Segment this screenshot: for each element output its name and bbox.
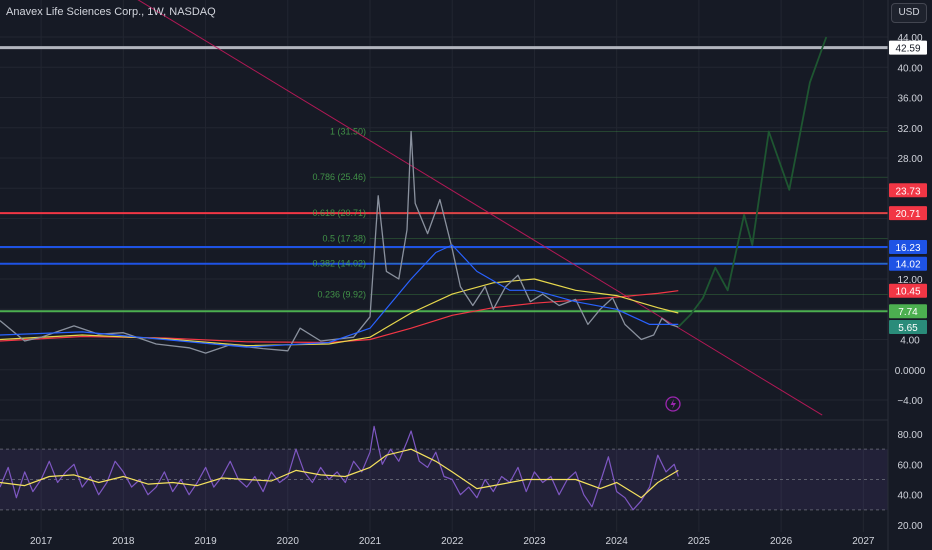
time-tick-label: 2021 [359, 536, 382, 547]
horizontal-levels [0, 46, 888, 313]
fib-levels: 1 (31.50) 0.786 (25.46) 0.618 (20.71) 0.5 (… [312, 127, 888, 300]
price-tick-label: 4.00 [900, 336, 920, 347]
price-tick-label: −4.00 [897, 396, 923, 407]
rsi-signal-line [0, 448, 679, 499]
price-tick-label: 32.00 [897, 124, 922, 135]
rsi-tick-label: 20.00 [897, 521, 922, 532]
time-tick-label: 2023 [523, 536, 546, 547]
level-price-tag-bg [889, 304, 927, 319]
level-price-tag: 42.59 [895, 44, 920, 55]
rsi-tick-label: 80.00 [897, 430, 922, 441]
fib-label: 0.618 (20.71) [312, 208, 366, 218]
price-tags: 42.59 20.71 16.23 14.02 7.74 23.73 10.45 5.65 [889, 40, 927, 335]
price-lines [0, 0, 828, 416]
price-tag: 23.73 [895, 186, 920, 197]
time-tick-label: 2027 [852, 536, 875, 547]
time-tick-label: 2019 [194, 536, 217, 547]
ema-yellow-line [0, 278, 679, 347]
price-tag: 5.65 [898, 323, 918, 334]
fib-label: 0.236 (9.92) [317, 290, 366, 300]
time-tick-label: 2026 [770, 536, 793, 547]
level-price-tag: 20.71 [895, 209, 920, 220]
rsi-tick-label: 60.00 [897, 460, 922, 471]
time-tick-label: 2018 [112, 536, 135, 547]
price-tag-bg [889, 283, 927, 298]
ema-blue-line [0, 244, 679, 348]
alert-icon[interactable] [665, 396, 681, 412]
ema-red-line [0, 290, 679, 344]
time-tick-label: 2020 [277, 536, 300, 547]
projection-line [677, 36, 828, 328]
level-price-tag-bg [889, 206, 927, 221]
time-tick-label: 2025 [688, 536, 711, 547]
price-tag-bg [889, 320, 927, 335]
price-tick-label: 40.00 [897, 63, 922, 74]
trendline [137, 0, 823, 416]
level-price-tag-bg [889, 256, 927, 271]
price-tag: 10.45 [895, 287, 920, 298]
rsi-band [0, 448, 888, 511]
price-tick-label: 0.0000 [895, 366, 926, 377]
currency-button[interactable]: USD [891, 3, 927, 23]
level-price-tag-bg [889, 240, 927, 255]
fib-label: 0.382 (14.02) [312, 259, 366, 269]
rsi-lines [0, 425, 679, 511]
price-tick-label: 44.00 [897, 33, 922, 44]
time-tick-label: 2024 [606, 536, 629, 547]
level-price-tag: 14.02 [895, 260, 920, 271]
level-price-tag: 7.74 [898, 307, 918, 318]
fib-label: 0.5 (17.38) [322, 233, 366, 243]
price-tag-bg [889, 183, 927, 198]
axes: 44.00 40.00 36.00 32.00 28.00 12.00 4.00 0.0000… [30, 33, 926, 547]
fib-label: 0.786 (25.46) [312, 172, 366, 182]
rsi-tick-label: 40.00 [897, 491, 922, 502]
level-price-tag-bg [889, 40, 927, 55]
price-line [0, 130, 679, 354]
price-tick-label: 12.00 [897, 275, 922, 286]
time-tick-label: 2022 [441, 536, 464, 547]
grid [0, 0, 888, 532]
price-tick-label: 36.00 [897, 94, 922, 105]
level-price-tag: 16.23 [895, 243, 920, 254]
fib-label: 1 (31.50) [330, 127, 366, 137]
chart-title: Anavex Life Sciences Corp., 1W, NASDAQ [6, 6, 216, 18]
price-tick-label: 28.00 [897, 154, 922, 165]
time-tick-label: 2017 [30, 536, 53, 547]
